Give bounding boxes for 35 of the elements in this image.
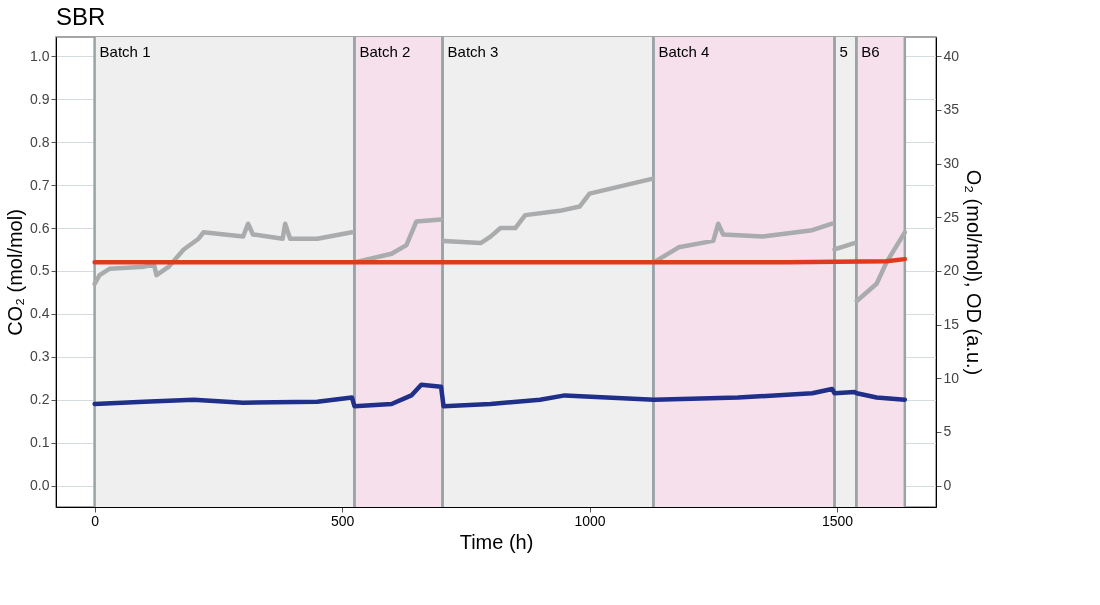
band-label: 5 xyxy=(839,43,848,60)
y2-tick-label: 35 xyxy=(943,101,960,118)
y2-tick-label: 5 xyxy=(943,423,952,440)
y-tick-label: 0.9 xyxy=(30,90,50,107)
x-tick-label: 500 xyxy=(330,512,355,529)
y-tick-label: 0.8 xyxy=(30,133,50,150)
y-tick-label: 1.0 xyxy=(30,47,50,64)
x-axis-title: Time (h) xyxy=(459,530,534,553)
y-tick-label: 0.3 xyxy=(30,348,50,365)
y-tick-label: 0.0 xyxy=(30,477,50,494)
band-label: Batch 3 xyxy=(447,43,499,60)
band-label: Batch 2 xyxy=(359,43,411,60)
y-tick-label: 0.6 xyxy=(30,219,50,236)
y2-tick-label: 0 xyxy=(943,477,952,494)
band-label: Batch 1 xyxy=(99,43,151,60)
y-tick-label: 0.1 xyxy=(30,434,50,451)
y2-tick-label: 30 xyxy=(943,155,960,172)
y2-tick-label: 15 xyxy=(943,316,960,333)
y-tick-label: 0.2 xyxy=(30,391,50,408)
y-tick-label: 0.5 xyxy=(30,262,50,279)
band-label: B6 xyxy=(861,43,880,60)
band-label: Batch 4 xyxy=(658,43,710,60)
x-tick-label: 1500 xyxy=(821,512,854,529)
y2-tick-label: 20 xyxy=(943,262,960,279)
y2-tick-label: 10 xyxy=(943,369,960,386)
x-tick-label: 1000 xyxy=(574,512,606,529)
x-tick-label: 0 xyxy=(91,512,100,529)
y-tick-label: 0.7 xyxy=(30,176,50,193)
chart-title: SBR xyxy=(56,2,106,30)
y2-tick-label: 40 xyxy=(943,47,960,64)
line-series xyxy=(92,382,908,409)
y-axis-title: CO₂ (mol/mol) xyxy=(4,209,27,336)
y2-axis-title: O₂ (mol/mol), OD (a.u.) xyxy=(963,169,986,376)
y-tick-label: 0.4 xyxy=(30,305,50,322)
y2-tick-label: 25 xyxy=(943,208,960,225)
